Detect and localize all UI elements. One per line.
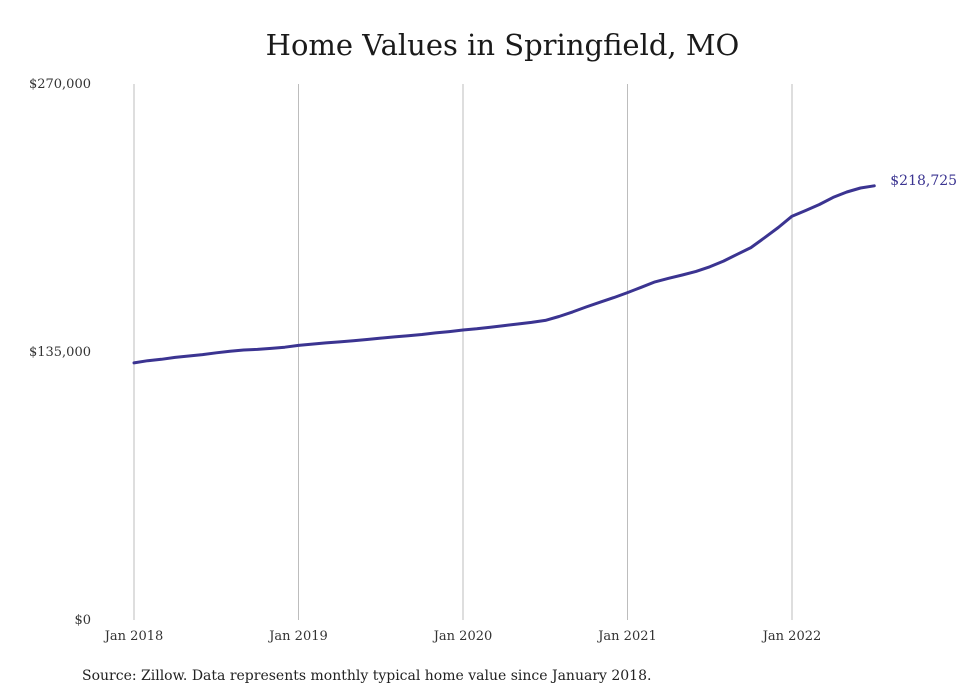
y-tick-label: $270,000 [29, 77, 91, 92]
grid-lines [133, 84, 793, 620]
x-axis-labels: Jan 2018 Jan 2019 Jan 2020 Jan 2021 Jan 2022 [103, 629, 822, 644]
y-axis-labels: $0 $135,000 $270,000 [29, 77, 91, 628]
end-label-group: $218,725 [890, 173, 957, 189]
y-tick-label: $135,000 [29, 345, 91, 360]
end-value-label: $218,725 [890, 173, 957, 189]
x-tick-label: Jan 2018 [103, 629, 164, 644]
x-tick-label: Jan 2021 [596, 629, 657, 644]
x-tick-label: Jan 2019 [267, 629, 328, 644]
series-line-0 [132, 184, 876, 365]
chart-title: Home Values in Springfield, MO [265, 28, 740, 62]
series-group [132, 184, 876, 365]
x-tick-label: Jan 2020 [432, 629, 493, 644]
x-tick-label: Jan 2022 [761, 629, 822, 644]
y-tick-label: $0 [74, 613, 91, 628]
source-note: Source: Zillow. Data represents monthly … [82, 668, 652, 684]
